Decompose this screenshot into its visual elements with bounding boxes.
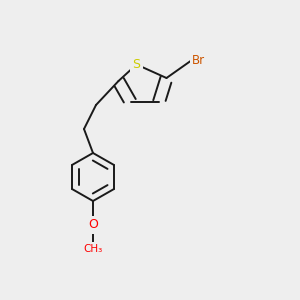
Text: S: S xyxy=(133,58,140,71)
Text: Br: Br xyxy=(192,53,205,67)
Text: CH₃: CH₃ xyxy=(83,244,103,254)
Text: O: O xyxy=(88,218,98,232)
